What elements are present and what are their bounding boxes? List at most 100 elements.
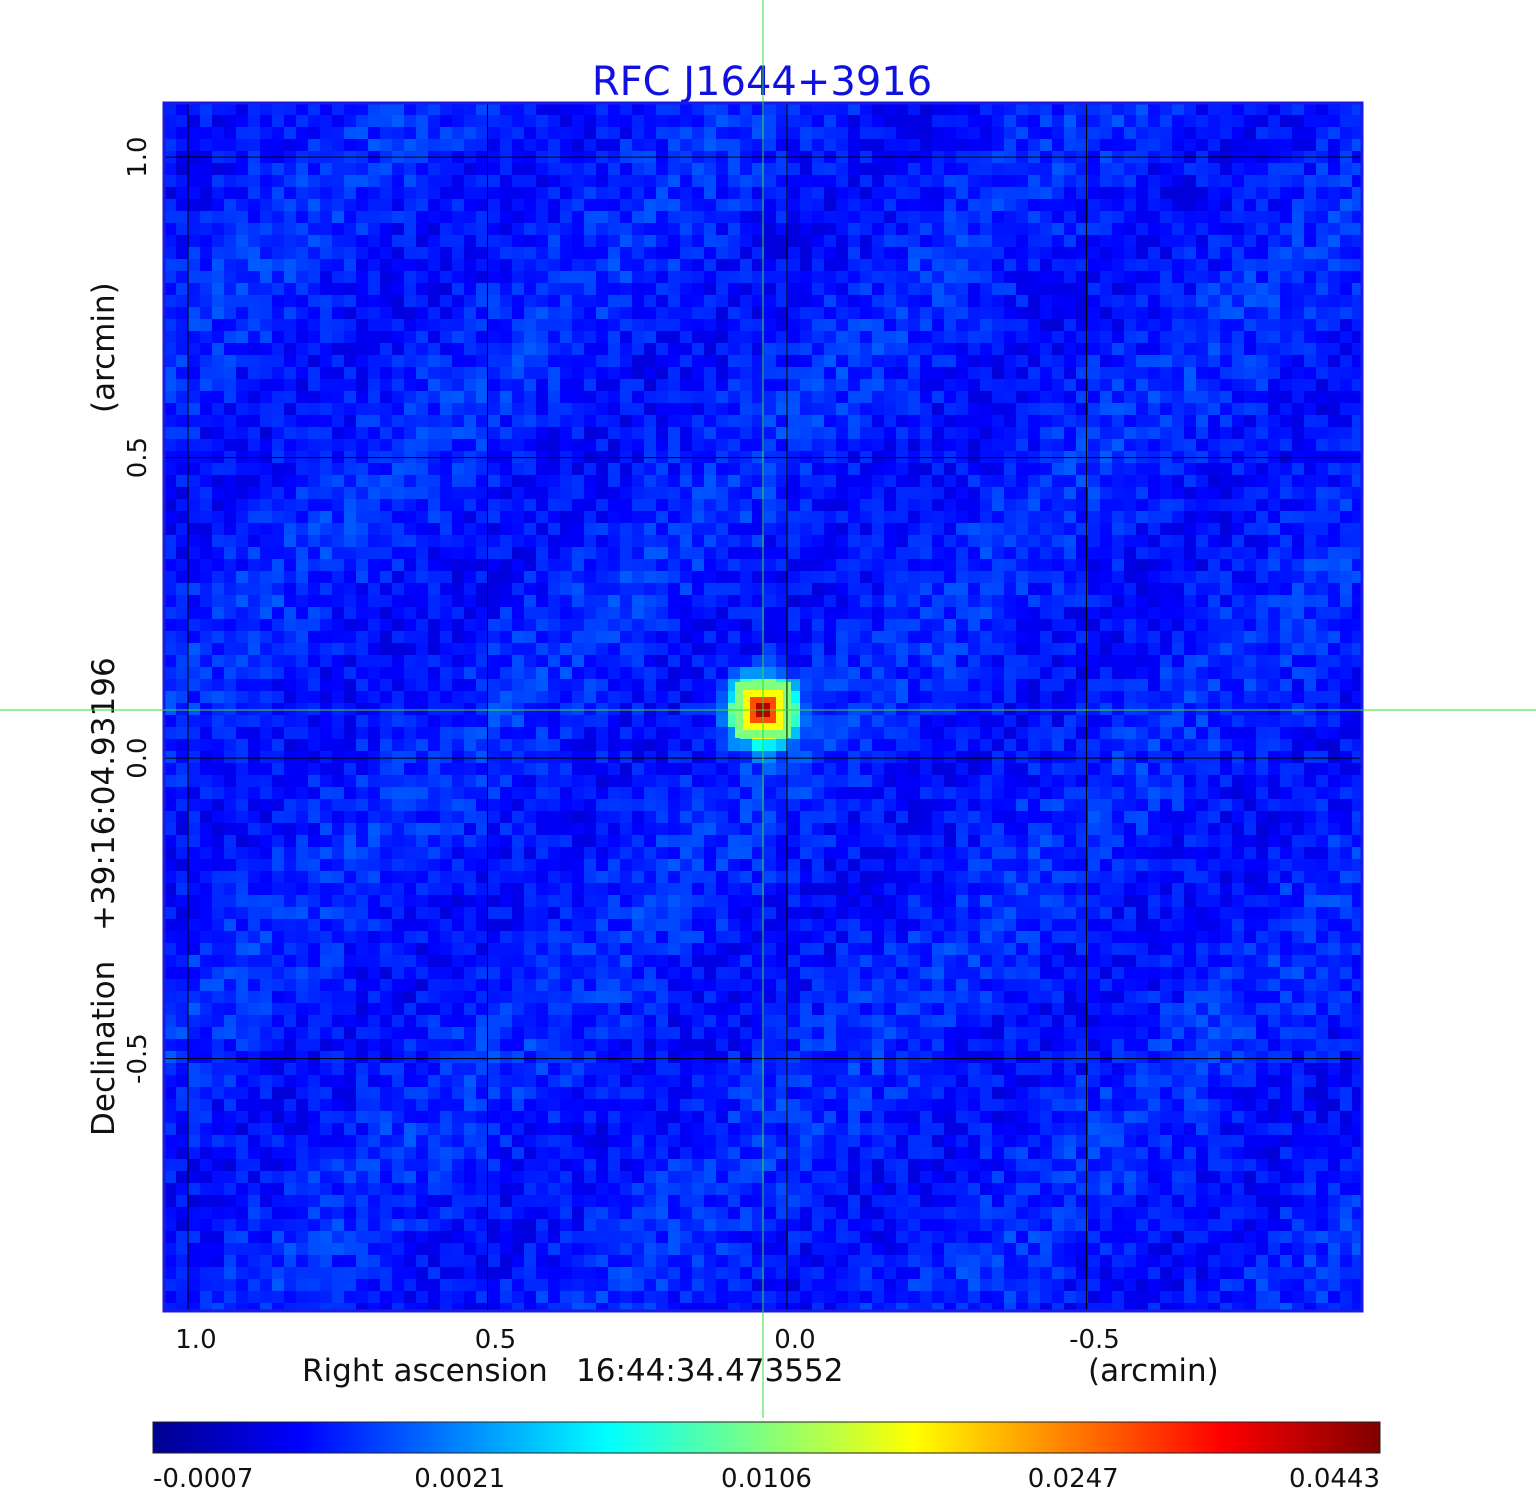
map-cell [1304,271,1316,283]
map-cell [500,535,512,547]
map-cell [308,571,320,583]
map-cell [188,271,200,283]
map-cell [476,163,488,175]
map-cell [704,259,716,271]
map-cell [1004,475,1016,487]
map-cell [1052,331,1064,343]
map-cell [344,319,356,331]
map-cell [920,583,932,595]
map-cell [992,103,1004,115]
map-cell [284,643,296,655]
map-cell [620,367,632,379]
map-cell [464,439,476,451]
map-cell [1328,235,1340,247]
map-cell [1208,127,1220,139]
map-cell [1196,343,1208,355]
map-cell [1244,403,1256,415]
map-cell [956,319,968,331]
map-cell [1340,487,1352,499]
map-cell [344,427,356,439]
map-cell [392,391,404,403]
map-cell [908,319,920,331]
map-cell [464,427,476,439]
map-cell [812,319,824,331]
map-cell [1316,511,1328,523]
map-cell [1256,439,1268,451]
map-cell [692,595,704,607]
map-cell [320,667,332,679]
map-cell [800,343,812,355]
map-cell [1064,355,1076,367]
map-cell [992,295,1004,307]
map-cell [260,163,272,175]
map-cell [1172,199,1184,211]
map-cell [380,187,392,199]
map-cell [248,307,260,319]
map-cell [944,535,956,547]
map-cell [1340,319,1352,331]
map-cell [728,187,740,199]
map-cell [464,379,476,391]
map-cell [908,187,920,199]
map-cell [656,199,668,211]
map-cell [512,463,524,475]
map-cell [704,415,716,427]
map-cell [1028,235,1040,247]
map-cell [524,199,536,211]
map-cell [644,415,656,427]
map-cell [632,247,644,259]
map-cell [380,139,392,151]
map-cell [632,595,644,607]
map-cell [1040,139,1052,151]
map-cell [1172,367,1184,379]
map-cell [668,283,680,295]
map-cell [1208,511,1220,523]
map-cell [536,127,548,139]
map-cell [404,127,416,139]
map-cell [836,523,848,535]
map-cell [536,439,548,451]
map-cell [704,655,716,667]
map-cell [1040,307,1052,319]
map-cell [476,607,488,619]
map-cell [392,499,404,511]
map-cell [1160,595,1172,607]
map-cell [488,439,500,451]
map-cell [860,175,872,187]
map-cell [200,691,212,703]
map-cell [1208,535,1220,547]
map-cell [1328,643,1340,655]
map-cell [164,139,176,151]
map-cell [872,271,884,283]
map-cell [536,691,548,703]
map-cell [560,403,572,415]
map-cell [212,403,224,415]
map-cell [1184,595,1196,607]
map-cell [500,583,512,595]
map-cell [464,355,476,367]
map-cell [1052,259,1064,271]
map-cell [1016,307,1028,319]
map-cell [1280,595,1292,607]
map-cell [332,331,344,343]
map-cell [632,535,644,547]
map-cell [332,463,344,475]
map-cell [1160,295,1172,307]
map-cell [1208,439,1220,451]
map-cell [1268,103,1280,115]
map-cell [212,163,224,175]
map-cell [704,463,716,475]
map-cell [356,643,368,655]
map-cell [1064,655,1076,667]
map-cell [1136,679,1148,691]
map-cell [176,259,188,271]
map-cell [284,115,296,127]
map-cell [1208,475,1220,487]
map-cell [692,631,704,643]
map-cell [296,271,308,283]
map-cell [848,343,860,355]
map-cell [668,583,680,595]
map-cell [668,139,680,151]
map-cell [428,655,440,667]
map-cell [776,535,788,547]
